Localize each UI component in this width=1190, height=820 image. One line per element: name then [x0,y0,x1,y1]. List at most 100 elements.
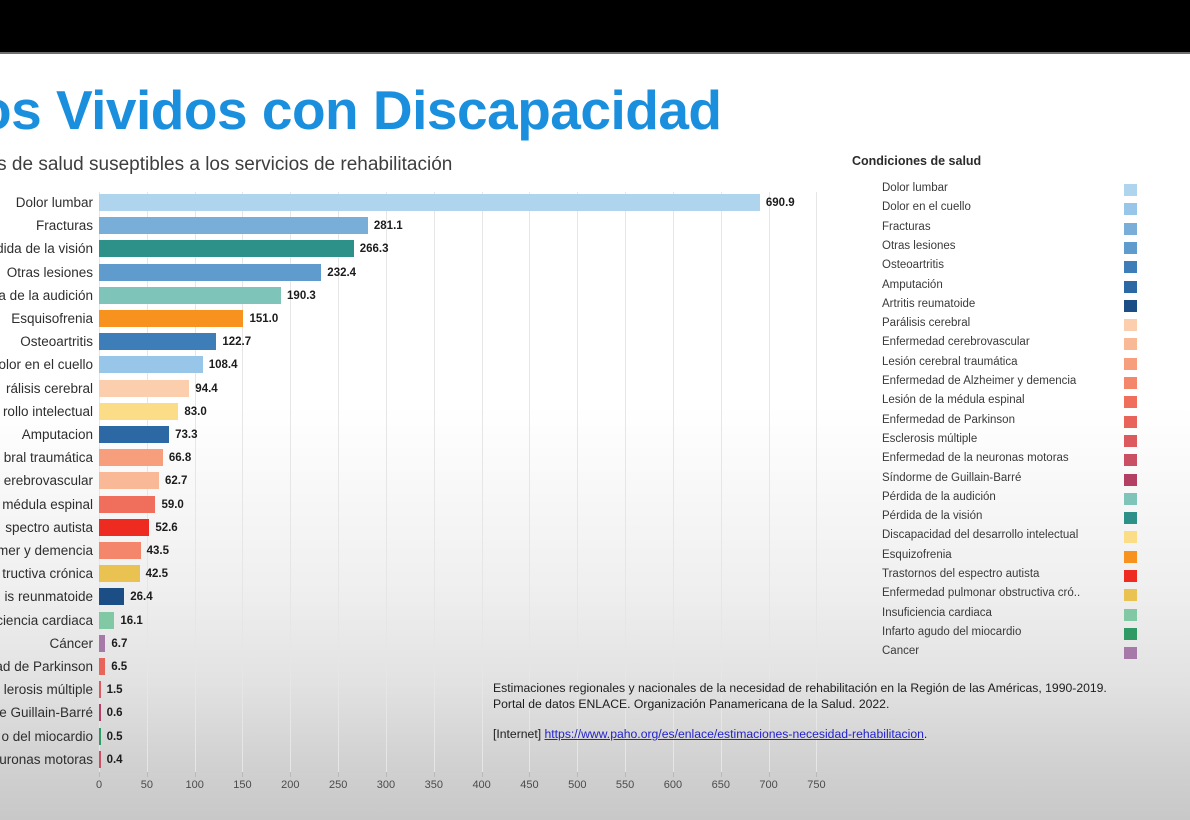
letterbox-top-edge [0,52,1190,54]
legend-color-swatch [1124,261,1137,274]
bar-value-label: 59.0 [161,498,184,511]
legend-color-swatch [1124,338,1137,351]
legend-item[interactable]: Enfermedad de Parkinson [848,413,1148,432]
legend-item[interactable]: Pérdida de la visión [848,509,1148,528]
legend-item[interactable]: Artritis reumatoide [848,297,1148,316]
legend-item-label: Osteoartritis [882,259,944,272]
legend-item[interactable]: Esclerosis múltiple [848,432,1148,451]
legend-item-label: Síndorme de Guillain-Barré [882,471,1022,484]
legend-color-swatch [1124,473,1137,486]
legend-item[interactable]: Dolor lumbar [848,181,1148,200]
source-text: Estimaciones regionales y nacionales de … [493,681,1107,712]
x-tick-mark [625,772,627,777]
legend-item-label: Fracturas [882,220,931,233]
chart-bar-row: Cáncer 6.7 [0,634,845,658]
legend-item[interactable]: Osteoartritis [848,258,1148,277]
presentation-slide: os Vividos con Discapacidad nes de salud… [0,54,1190,820]
legend-item-label: Pérdida de la audición [882,490,996,503]
legend-item[interactable]: Enfermedad de Alzheimer y demencia [848,374,1148,393]
legend-item[interactable]: Infarto agudo del miocardio [848,625,1148,644]
bar [99,310,244,327]
x-tick-label: 500 [568,779,587,791]
legend-item[interactable]: Lesión de la médula espinal [848,393,1148,412]
legend-item[interactable]: Enfermedad pulmonar obstructiva cró.. [848,586,1148,605]
x-tick-label: 650 [711,779,730,791]
bar-value-label: 43.5 [146,545,169,557]
x-tick-label: 150 [233,779,252,791]
bar-category-label: Dolor lumbar [15,195,93,210]
legend-item-label: Dolor lumbar [882,182,948,194]
x-tick-label: 100 [185,779,204,791]
bar [99,658,106,675]
legend-item[interactable]: Esquizofrenia [848,548,1148,567]
legend-color-swatch [1124,299,1137,312]
x-tick-mark [720,772,722,777]
x-tick-mark [146,772,148,777]
legend-item[interactable]: Discapacidad del desarrollo intelectual [848,528,1148,547]
bar-category-label: rálisis cerebral [5,380,93,396]
legend-item[interactable]: Enfermedad cerebrovascular [848,335,1148,354]
legend-color-swatch [1124,627,1137,640]
chart-bar-row: tructiva crónica 42.5 [0,565,845,588]
bar-category-label: mer y demencia [0,543,93,558]
bar-value-label: 26.4 [130,591,153,604]
legend-item[interactable]: Parálisis cerebral [848,316,1148,335]
legend-item[interactable]: Cancer [848,644,1148,663]
chart-bar-row: rálisis cerebral 94.4 [0,379,845,403]
page-subtitle: nes de salud suseptibles a los servicios… [0,154,453,175]
source-url-link[interactable]: https://www.paho.org/es/enlace/estimacio… [544,727,924,742]
legend-item[interactable]: Dolor en el cuello [848,200,1148,219]
legend-item-label: Discapacidad del desarrollo intelectual [882,529,1079,542]
legend-item[interactable]: Síndorme de Guillain-Barré [848,471,1148,490]
legend-item[interactable]: Fracturas [848,220,1148,239]
legend-item[interactable]: Insuficiencia cardiaca [848,606,1148,625]
legend-item-label: Enfermedad cerebrovascular [882,336,1030,349]
bar-category-label: ad de Parkinson [0,659,93,674]
legend-color-swatch [1124,434,1137,447]
legend-item-label: Trastornos del espectro autista [882,568,1040,580]
legend-title: Condiciones de salud [852,154,982,168]
gridline [577,192,579,772]
bar-value-label: 66.8 [168,452,192,465]
x-tick-mark [433,772,435,777]
gridline [194,192,196,772]
bar [99,402,179,420]
bar-value-label: 151.0 [249,313,279,325]
x-tick-mark [385,772,387,777]
chart-bar-row: spectro autista 52.6 [0,518,845,542]
legend-item[interactable]: Trastornos del espectro autista [848,567,1148,586]
chart-bar-row: is reunmatoide 26.4 [0,588,845,611]
bar [99,565,140,583]
legend-color-swatch [1124,550,1137,563]
legend-item-label: Esclerosis múltiple [882,432,978,445]
chart-bar-row: ciencia cardiaca 16.1 [0,611,845,635]
chart-bar-row: o del miocardio 0.5 [0,727,845,751]
bar [99,217,368,235]
legend-item-label: Artritis reumatoide [882,297,976,310]
legend-item[interactable]: Amputación [848,278,1148,297]
chart-bar-row: Otras lesiones 232.4 [0,263,845,287]
bar [99,681,101,699]
legend-color-swatch [1124,531,1137,544]
x-tick-label: 200 [281,779,300,791]
legend-item-label: Enfermedad de Alzheimer y demencia [882,375,1077,387]
bar [99,356,203,374]
bar-value-label: 52.6 [155,521,178,534]
bar-value-label: 0.6 [106,707,123,720]
bar-value-label: 42.5 [145,568,169,581]
horizontal-bar-chart: 0 50 100 150 200 250 300 350 400 450 500 550 600 650 7… [0,186,845,816]
legend-item[interactable]: Otras lesiones [848,239,1148,258]
legend-item[interactable]: Lesión cerebral traumática [848,355,1148,374]
x-tick-mark [99,772,100,777]
chart-bar-row: uronas motoras 0.4 [0,750,845,774]
legend-item[interactable]: Enfermedad de la neuronas motoras [848,451,1148,470]
x-tick-label: 350 [424,779,443,791]
legend-color-swatch [1124,454,1137,467]
x-tick-mark [816,772,818,777]
legend-item[interactable]: Pérdida de la audición [848,490,1148,509]
legend-color-swatch [1124,241,1137,254]
bar-category-label: erebrovascular [3,473,93,489]
legend-item-label: Parálisis cerebral [882,317,971,330]
bar-value-label: 122.7 [222,336,252,349]
bar-category-label: is reunmatoide [4,589,93,605]
